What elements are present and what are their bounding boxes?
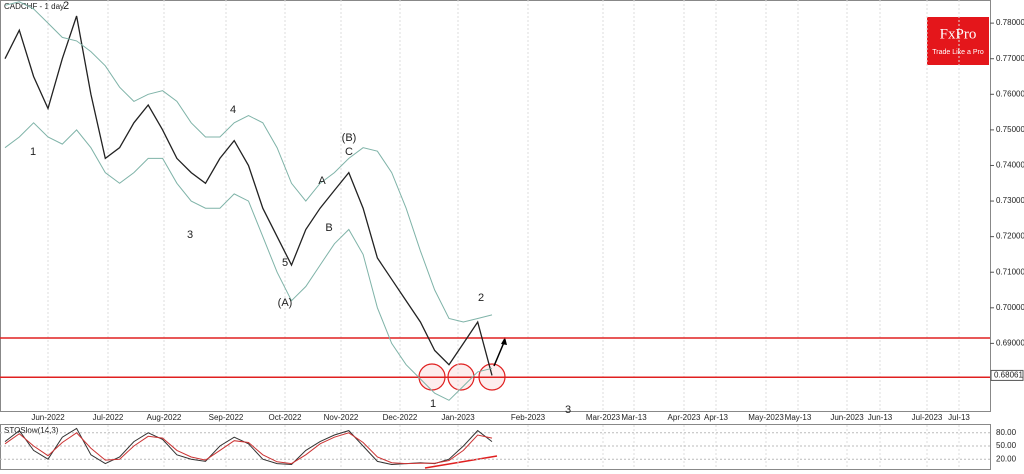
x-tick-label: Mar-2023 [586,413,621,422]
y-tick-label: 50.00 [996,441,1017,450]
x-tick-label: Mar-13 [621,413,647,422]
logo: FxPro [940,26,977,42]
wave-label: 2 [478,292,484,304]
y-tick-label: 0.71000 [996,267,1024,276]
arrow-head [501,337,507,345]
price-box [990,369,1024,381]
wave-label: 5 [282,257,288,269]
wave-label: 4 [230,104,236,116]
x-tick-label: May-2023 [748,413,784,422]
y-tick-label: 0.70000 [996,303,1024,312]
x-tick-label: Jun-2023 [830,413,864,422]
wave-label: C [345,146,353,158]
y-tick-label: 0.75000 [996,125,1024,134]
y-tick-label: 0.76000 [996,89,1024,98]
x-tick-label: May-13 [785,413,812,422]
wave-label: 3 [565,404,571,416]
wave-label: 1 [430,398,436,410]
price-line [4,15,493,376]
y-tick-label: 0.69000 [996,338,1024,347]
oscillator-line [4,432,493,465]
y-tick-label: 20.00 [996,454,1017,463]
x-tick-label: Sep-2022 [209,413,244,422]
x-tick-label: Jul-2023 [912,413,943,422]
wave-label: (B) [342,132,357,144]
wave-label: 3 [187,229,193,241]
chart-title: CADCHF - 1 day [4,2,64,11]
wave-label: (A) [278,297,293,309]
y-tick-label: 0.78000 [996,18,1024,27]
wave-label: 2 [63,0,69,12]
x-tick-label: Jul-13 [948,413,970,422]
x-tick-label: Jan-2023 [441,413,475,422]
price-line [4,1,493,323]
price-line [4,122,493,401]
x-tick-label: Aug-2022 [147,413,182,422]
wave-label: A [318,175,326,187]
y-tick-label: 0.74000 [996,161,1024,170]
last-price: 0.68061 [994,371,1023,380]
x-tick-label: Apr-13 [704,413,729,422]
x-tick-label: Apr-2023 [668,413,701,422]
main-pane [0,0,991,412]
y-tick-label: 0.72000 [996,232,1024,241]
x-tick-label: Jun-13 [868,413,893,422]
x-tick-label: Jun-2022 [31,413,65,422]
x-tick-label: Jul-2022 [93,413,124,422]
oscillator-pane [0,424,991,470]
tagline: Trade Like a Pro [932,49,984,56]
wave-label: 1 [30,146,36,158]
wave-label: B [325,222,332,234]
logo-box [927,17,989,65]
x-tick-label: Oct-2022 [269,413,302,422]
x-tick-label: Dec-2022 [383,413,418,422]
x-tick-label: Feb-2023 [511,413,546,422]
oscillator-title: STOSlow(14,3) [4,426,59,435]
y-tick-label: 0.73000 [996,196,1024,205]
y-tick-label: 80.00 [996,428,1017,437]
y-tick-label: 0.77000 [996,54,1024,63]
x-tick-label: Nov-2022 [324,413,359,422]
trend-line [424,455,498,469]
